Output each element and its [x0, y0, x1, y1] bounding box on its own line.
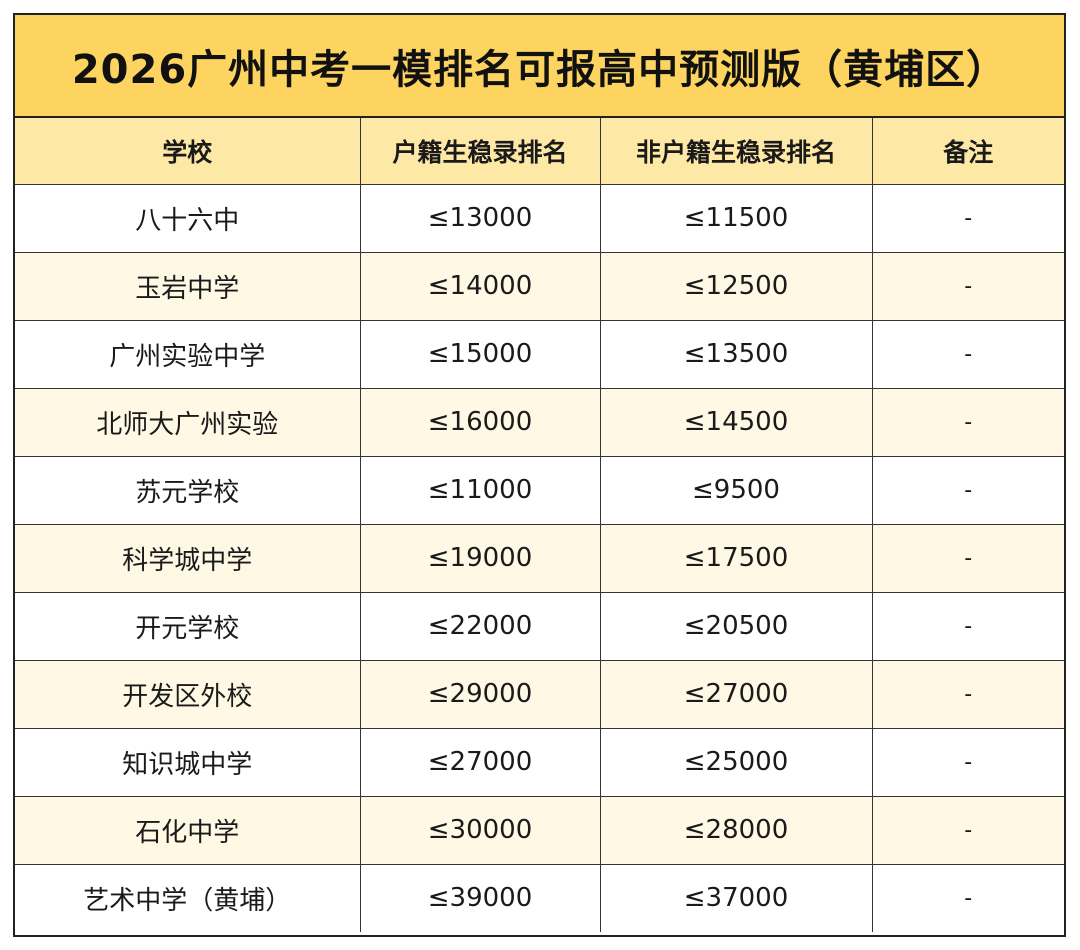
header-note: 备注: [871, 118, 1064, 185]
nonlocal-rank: ≤27000: [599, 659, 873, 729]
school-name: 艺术中学（黄埔）: [15, 863, 361, 932]
table-row: 八十六中 ≤13000 ≤11500 -: [15, 183, 1064, 253]
note: -: [871, 183, 1064, 253]
nonlocal-rank: ≤11500: [599, 183, 873, 253]
local-rank: ≤11000: [359, 455, 601, 525]
table-row: 开发区外校 ≤29000 ≤27000 -: [15, 659, 1064, 729]
local-rank: ≤29000: [359, 659, 601, 729]
title-bar: 2026广州中考一模排名可报高中预测版（黄埔区）: [15, 15, 1064, 118]
note: -: [871, 659, 1064, 729]
note: -: [871, 863, 1064, 932]
school-name: 北师大广州实验: [15, 387, 361, 457]
note: -: [871, 319, 1064, 389]
local-rank: ≤15000: [359, 319, 601, 389]
table-row: 知识城中学 ≤27000 ≤25000 -: [15, 727, 1064, 797]
ranking-table: 学校 户籍生稳录排名 非户籍生稳录排名 备注 八十六中 ≤13000 ≤1150…: [15, 118, 1064, 932]
note: -: [871, 455, 1064, 525]
nonlocal-rank: ≤25000: [599, 727, 873, 797]
local-rank: ≤13000: [359, 183, 601, 253]
school-name: 八十六中: [15, 183, 361, 253]
note: -: [871, 591, 1064, 661]
table-row: 艺术中学（黄埔） ≤39000 ≤37000 -: [15, 863, 1064, 932]
table-row: 科学城中学 ≤19000 ≤17500 -: [15, 523, 1064, 593]
local-rank: ≤16000: [359, 387, 601, 457]
local-rank: ≤22000: [359, 591, 601, 661]
nonlocal-rank: ≤28000: [599, 795, 873, 865]
nonlocal-rank: ≤20500: [599, 591, 873, 661]
school-name: 石化中学: [15, 795, 361, 865]
nonlocal-rank: ≤9500: [599, 455, 873, 525]
note: -: [871, 251, 1064, 321]
school-name: 玉岩中学: [15, 251, 361, 321]
local-rank: ≤19000: [359, 523, 601, 593]
nonlocal-rank: ≤14500: [599, 387, 873, 457]
school-name: 开发区外校: [15, 659, 361, 729]
table-row: 石化中学 ≤30000 ≤28000 -: [15, 795, 1064, 865]
header-local-rank: 户籍生稳录排名: [359, 118, 601, 185]
table-row: 苏元学校 ≤11000 ≤9500 -: [15, 455, 1064, 525]
table-row: 北师大广州实验 ≤16000 ≤14500 -: [15, 387, 1064, 457]
note: -: [871, 795, 1064, 865]
table-row: 广州实验中学 ≤15000 ≤13500 -: [15, 319, 1064, 389]
nonlocal-rank: ≤12500: [599, 251, 873, 321]
header-school: 学校: [15, 118, 361, 185]
local-rank: ≤30000: [359, 795, 601, 865]
page-title: 2026广州中考一模排名可报高中预测版（黄埔区）: [71, 46, 1008, 93]
table-row: 玉岩中学 ≤14000 ≤12500 -: [15, 251, 1064, 321]
table-header-row: 学校 户籍生稳录排名 非户籍生稳录排名 备注: [15, 118, 1064, 185]
note: -: [871, 387, 1064, 457]
school-name: 苏元学校: [15, 455, 361, 525]
ranking-table-sheet: 2026广州中考一模排名可报高中预测版（黄埔区） 学校 户籍生稳录排名 非户籍生…: [13, 13, 1066, 937]
nonlocal-rank: ≤37000: [599, 863, 873, 932]
school-name: 科学城中学: [15, 523, 361, 593]
nonlocal-rank: ≤17500: [599, 523, 873, 593]
header-nonlocal-rank: 非户籍生稳录排名: [599, 118, 873, 185]
local-rank: ≤14000: [359, 251, 601, 321]
table-row: 开元学校 ≤22000 ≤20500 -: [15, 591, 1064, 661]
school-name: 知识城中学: [15, 727, 361, 797]
local-rank: ≤27000: [359, 727, 601, 797]
note: -: [871, 523, 1064, 593]
nonlocal-rank: ≤13500: [599, 319, 873, 389]
note: -: [871, 727, 1064, 797]
school-name: 开元学校: [15, 591, 361, 661]
local-rank: ≤39000: [359, 863, 601, 932]
school-name: 广州实验中学: [15, 319, 361, 389]
